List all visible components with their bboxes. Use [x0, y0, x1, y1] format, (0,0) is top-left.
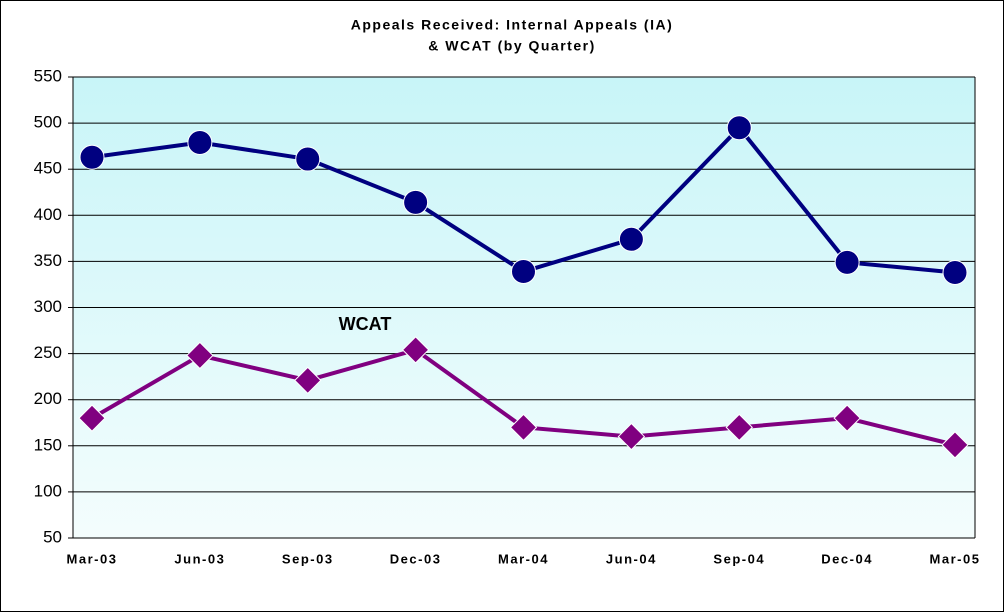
- x-tick-label: Sep-03: [282, 551, 334, 566]
- x-tick-label: Dec-04: [821, 551, 873, 566]
- point: [834, 249, 860, 275]
- point: [79, 144, 105, 170]
- series-label: WCAT: [339, 314, 392, 334]
- y-tick-label: 300: [34, 297, 62, 316]
- point: [186, 341, 214, 370]
- y-tick-label: 50: [43, 527, 62, 546]
- point: [618, 226, 644, 252]
- x-tick-label: Mar-05: [930, 551, 981, 566]
- point: [187, 129, 213, 155]
- chart-title: Appeals Received: Internal Appeals (IA): [351, 17, 674, 33]
- y-tick-label: 350: [34, 251, 62, 270]
- y-tick-label: 100: [34, 481, 62, 500]
- y-tick-label: 500: [34, 113, 62, 132]
- point: [295, 146, 321, 172]
- y-tick-label: 550: [34, 66, 62, 85]
- x-tick-label: Sep-04: [713, 551, 765, 566]
- point: [78, 404, 106, 432]
- point: [294, 366, 322, 395]
- chart-title: & WCAT (by Quarter): [428, 38, 595, 54]
- point: [509, 413, 538, 442]
- x-tick-label: Mar-03: [67, 551, 118, 566]
- point: [725, 413, 753, 442]
- point: [617, 422, 646, 451]
- point: [833, 404, 861, 432]
- point: [942, 259, 968, 285]
- point: [511, 259, 536, 285]
- x-tick-label: Jun-04: [606, 551, 657, 566]
- x-tick-label: Jun-03: [174, 551, 225, 566]
- point: [726, 115, 752, 141]
- y-tick-label: 150: [34, 435, 62, 454]
- y-tick-label: 400: [34, 205, 62, 224]
- y-tick-label: 450: [34, 159, 62, 178]
- y-tick-label: 200: [34, 389, 62, 408]
- x-tick-label: Mar-04: [498, 551, 549, 566]
- y-tick-label: 250: [34, 343, 62, 362]
- point: [401, 336, 430, 364]
- x-tick-label: Dec-03: [390, 551, 442, 566]
- point: [941, 431, 969, 459]
- point: [403, 189, 429, 215]
